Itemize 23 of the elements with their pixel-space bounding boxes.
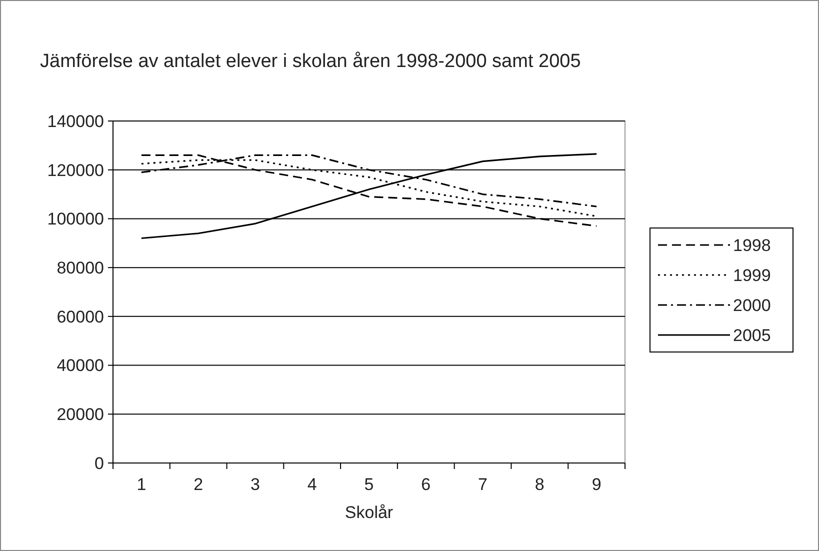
y-tick-label: 0 (94, 454, 104, 473)
y-tick-label: 120000 (47, 160, 104, 180)
x-tick-label: 2 (194, 475, 204, 494)
chart-title: Jämförelse av antalet elever i skolan åren 1998-2000 samt 2005 (40, 51, 581, 72)
y-tick-label: 40000 (56, 356, 104, 376)
legend-label: 1998 (733, 236, 771, 255)
y-tick-label: 80000 (56, 258, 104, 278)
legend-label: 2005 (733, 326, 771, 345)
x-tick-label: 1 (136, 475, 146, 494)
x-tick-label: 9 (592, 475, 602, 494)
x-tick-label: 5 (364, 475, 374, 494)
x-tick-label: 3 (250, 475, 260, 494)
y-tick-label: 100000 (47, 210, 104, 229)
x-tick-label: 7 (478, 475, 488, 494)
legend-label: 2000 (733, 296, 771, 315)
x-tick-label: 4 (307, 475, 317, 494)
y-tick-label: 60000 (56, 307, 104, 326)
x-tick-label: 8 (534, 475, 544, 494)
y-tick-label: 140000 (47, 112, 104, 131)
x-tick-label: 6 (421, 475, 431, 494)
legend-label: 1999 (733, 266, 771, 285)
x-axis-title: Skolår (344, 503, 394, 522)
y-tick-label: 20000 (56, 405, 104, 424)
